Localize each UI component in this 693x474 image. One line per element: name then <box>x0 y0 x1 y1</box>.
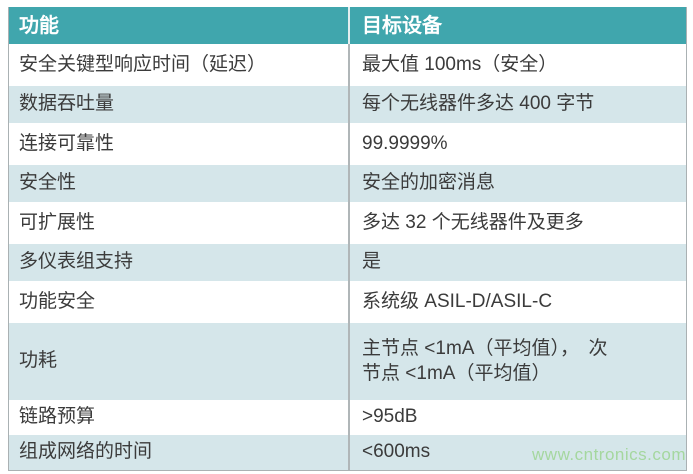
cell-feature: 组成网络的时间 <box>19 441 153 463</box>
table-row: 组成网络的时间 <600ms <box>9 435 686 470</box>
cell-target: 系统级 ASIL-D/ASIL-C <box>348 281 686 323</box>
cell-feature: 多仪表组支持 <box>19 251 134 273</box>
table-row: 数据吞吐量 每个无线器件多达 400 字节 <box>9 86 686 123</box>
table-row: 安全关键型响应时间（延迟） 最大值 100ms（安全） <box>9 44 686 86</box>
table-header-row: 功能 目标设备 <box>9 7 686 44</box>
table-row: 安全性 安全的加密消息 <box>9 165 686 202</box>
header-cell-feature: 功能 <box>19 14 59 37</box>
cell-target: 每个无线器件多达 400 字节 <box>348 86 686 123</box>
cell-feature: 连接可靠性 <box>19 132 115 154</box>
cell-feature: 安全性 <box>19 172 77 194</box>
table-row: 链路预算 >95dB <box>9 400 686 435</box>
cell-feature: 安全关键型响应时间（延迟） <box>19 53 267 75</box>
table-row: 可扩展性 多达 32 个无线器件及更多 <box>9 202 686 244</box>
spec-table: 功能 目标设备 安全关键型响应时间（延迟） 最大值 100ms（安全） 数据吞吐… <box>8 7 687 471</box>
cell-target: <600ms <box>348 435 686 470</box>
cell-target: 是 <box>348 244 686 281</box>
cell-target: 99.9999% <box>348 123 686 165</box>
header-cell-target: 目标设备 <box>348 7 686 44</box>
table-row: 功耗 主节点 <1mA（平均值）， 次 节点 <1mA（平均值） <box>9 323 686 400</box>
table-row: 多仪表组支持 是 <box>9 244 686 281</box>
cell-target: 主节点 <1mA（平均值）， 次 节点 <1mA（平均值） <box>348 323 686 400</box>
table-row: 连接可靠性 99.9999% <box>9 123 686 165</box>
cell-target: >95dB <box>348 400 686 435</box>
cell-target: 多达 32 个无线器件及更多 <box>348 202 686 244</box>
table-row: 功能安全 系统级 ASIL-D/ASIL-C <box>9 281 686 323</box>
cell-target: 最大值 100ms（安全） <box>348 44 686 86</box>
cell-feature: 链路预算 <box>19 406 96 428</box>
cell-feature: 可扩展性 <box>19 211 96 233</box>
cell-feature: 数据吞吐量 <box>19 93 115 115</box>
cell-feature: 功能安全 <box>19 290 96 312</box>
cell-target: 安全的加密消息 <box>348 165 686 202</box>
cell-feature: 功耗 <box>19 350 58 372</box>
